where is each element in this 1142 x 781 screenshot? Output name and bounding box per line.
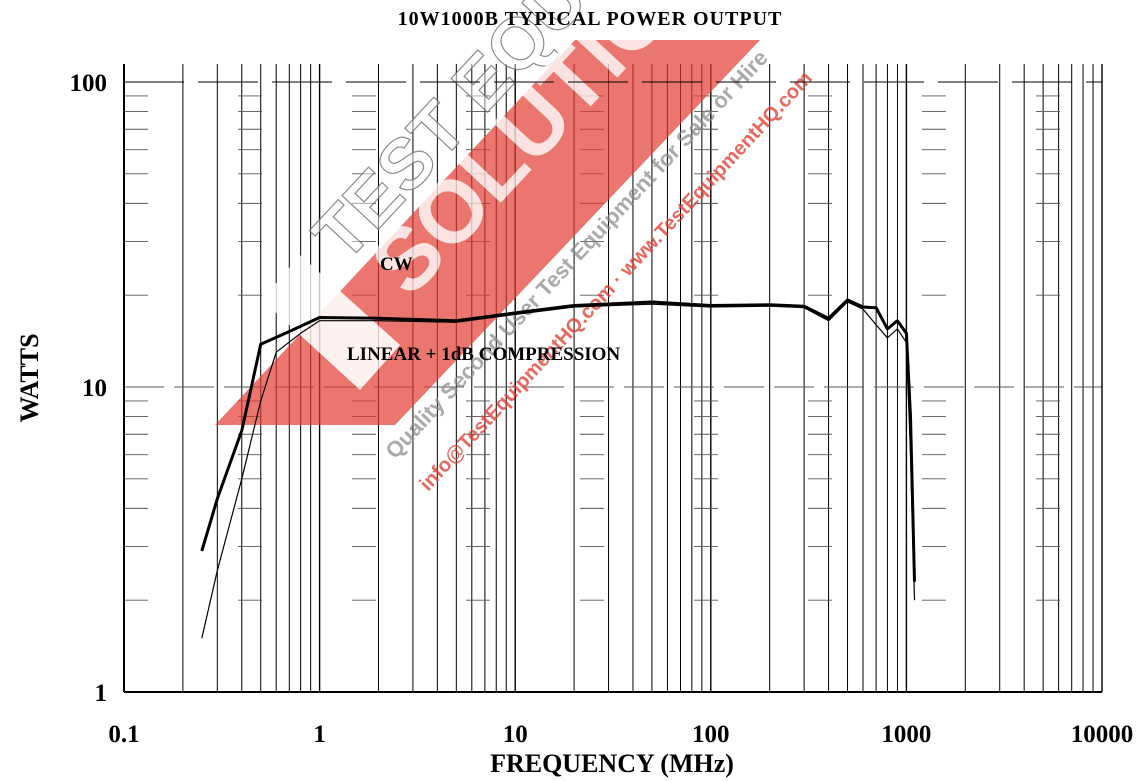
- x-tick-label: 1000: [881, 721, 931, 748]
- chart-title: 10W1000B TYPICAL POWER OUTPUT: [398, 8, 783, 30]
- x-tick-label: 10: [503, 721, 528, 748]
- plot-frame: [123, 64, 1103, 693]
- y-tick-label: 1: [95, 680, 108, 707]
- series-line-cw: [200, 298, 916, 582]
- y-axis-label: WATTS: [15, 333, 44, 422]
- annotation-linear: LINEAR + 1dB COMPRESSION: [347, 344, 620, 365]
- x-tick-label: 100: [692, 721, 730, 748]
- annotation-cw: CW: [380, 254, 413, 275]
- watermark-band-notch: [262, 255, 400, 390]
- series-lines: [200, 298, 916, 639]
- x-tick-label: 1: [313, 721, 326, 748]
- x-tick-label: 10000: [1071, 721, 1134, 748]
- y-tick-label: 10: [82, 375, 107, 402]
- y-tick-label: 100: [70, 70, 108, 97]
- x-tick-label: 0.1: [108, 721, 139, 748]
- series-line-linear: [201, 301, 916, 639]
- x-axis-label: FREQUENCY (MHz): [490, 749, 734, 778]
